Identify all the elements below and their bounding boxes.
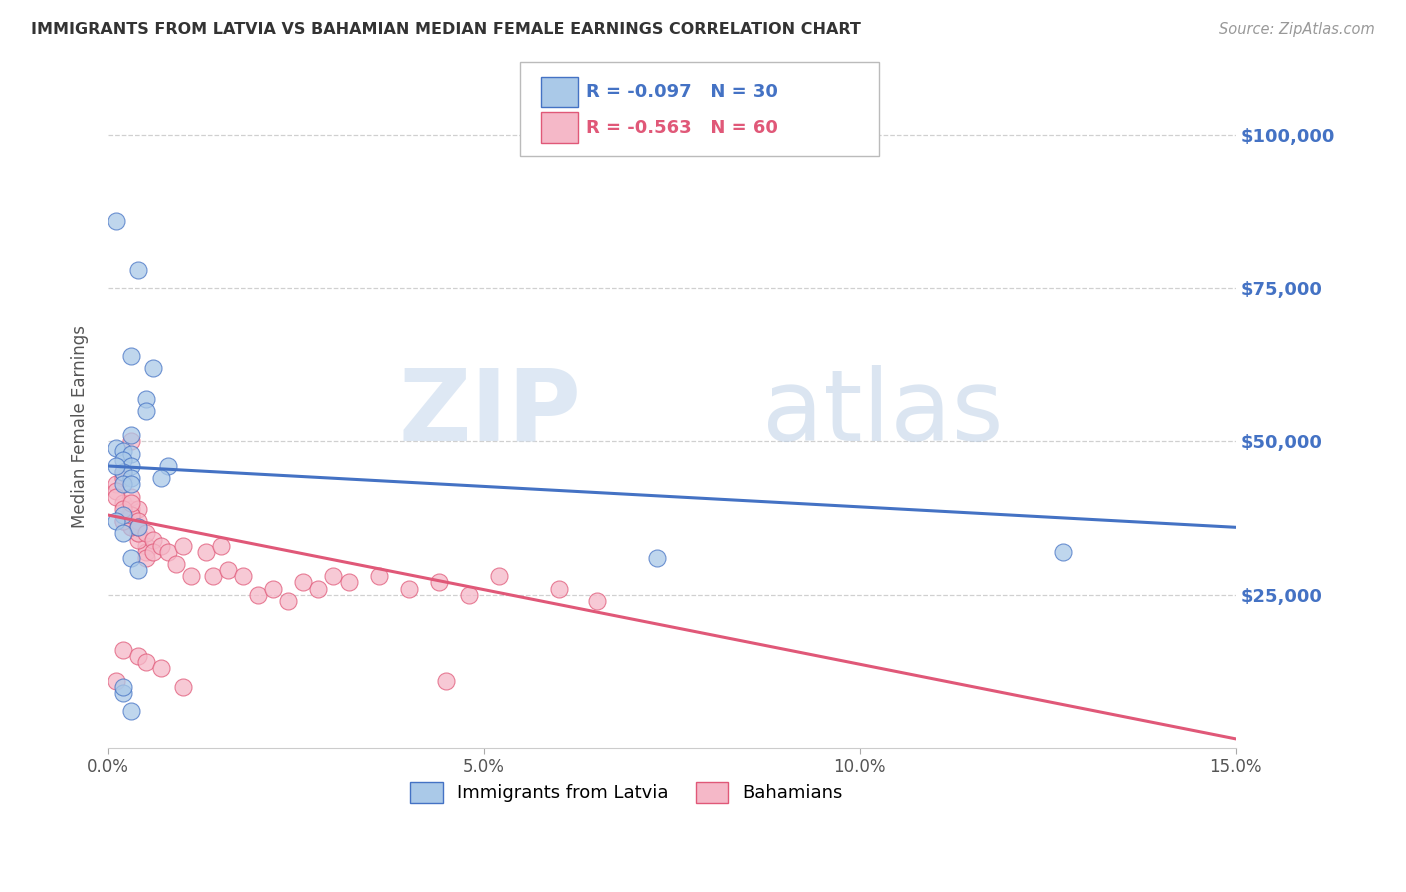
Point xyxy=(434,673,457,688)
Point xyxy=(120,490,142,504)
Point xyxy=(120,428,142,442)
Point xyxy=(104,213,127,227)
Point xyxy=(398,582,420,596)
Point xyxy=(277,594,299,608)
Point xyxy=(149,471,172,485)
Text: IMMIGRANTS FROM LATVIA VS BAHAMIAN MEDIAN FEMALE EARNINGS CORRELATION CHART: IMMIGRANTS FROM LATVIA VS BAHAMIAN MEDIA… xyxy=(31,22,860,37)
Point xyxy=(127,514,149,528)
Point xyxy=(120,520,142,534)
Point xyxy=(120,704,142,718)
Point xyxy=(111,453,134,467)
Point xyxy=(135,545,157,559)
Point xyxy=(308,582,330,596)
Point xyxy=(127,526,149,541)
Text: R = -0.563   N = 60: R = -0.563 N = 60 xyxy=(586,119,778,136)
Point xyxy=(104,483,127,498)
Point xyxy=(111,477,134,491)
Point xyxy=(111,514,134,528)
Point xyxy=(104,458,127,473)
Point xyxy=(104,477,127,491)
Point xyxy=(322,569,344,583)
Point xyxy=(217,563,239,577)
Point xyxy=(488,569,510,583)
Point xyxy=(135,392,157,406)
Point xyxy=(127,520,149,534)
Point xyxy=(111,508,134,522)
Point xyxy=(120,471,142,485)
Point xyxy=(247,588,270,602)
Point xyxy=(127,526,149,541)
Point xyxy=(120,508,142,522)
Point xyxy=(120,477,142,491)
Point xyxy=(111,514,134,528)
Point xyxy=(1052,545,1074,559)
Point xyxy=(127,648,149,663)
Point xyxy=(127,502,149,516)
Point xyxy=(104,490,127,504)
Text: ZIP: ZIP xyxy=(399,365,582,462)
Point xyxy=(157,545,180,559)
Point xyxy=(120,447,142,461)
Point xyxy=(104,514,127,528)
Point xyxy=(120,496,142,510)
Point xyxy=(548,582,571,596)
Point xyxy=(120,434,142,449)
Point xyxy=(111,465,134,479)
Point xyxy=(127,262,149,277)
Legend: Immigrants from Latvia, Bahamians: Immigrants from Latvia, Bahamians xyxy=(404,774,851,810)
Point xyxy=(457,588,479,602)
Point xyxy=(157,458,180,473)
Point xyxy=(127,563,149,577)
Point xyxy=(149,539,172,553)
Point xyxy=(645,551,668,566)
Point xyxy=(262,582,284,596)
Point xyxy=(111,496,134,510)
Point xyxy=(149,661,172,675)
Point xyxy=(172,539,194,553)
Point xyxy=(104,673,127,688)
Point xyxy=(232,569,254,583)
Point xyxy=(209,539,232,553)
Point xyxy=(135,551,157,566)
Point xyxy=(127,520,149,534)
Text: Source: ZipAtlas.com: Source: ZipAtlas.com xyxy=(1219,22,1375,37)
Point xyxy=(111,680,134,694)
Point xyxy=(111,643,134,657)
Point xyxy=(427,575,450,590)
Point xyxy=(111,686,134,700)
Point xyxy=(135,404,157,418)
Point xyxy=(120,520,142,534)
Point xyxy=(135,539,157,553)
Point xyxy=(120,458,142,473)
Point xyxy=(585,594,607,608)
Point xyxy=(120,349,142,363)
Point xyxy=(111,471,134,485)
Y-axis label: Median Female Earnings: Median Female Earnings xyxy=(72,325,89,527)
Point xyxy=(111,526,134,541)
Point xyxy=(337,575,360,590)
Point xyxy=(165,557,187,571)
Point xyxy=(120,502,142,516)
Point xyxy=(292,575,315,590)
Point xyxy=(127,533,149,547)
Point xyxy=(120,508,142,522)
Text: atlas: atlas xyxy=(762,365,1004,462)
Text: R = -0.097   N = 30: R = -0.097 N = 30 xyxy=(586,83,778,101)
Point xyxy=(202,569,225,583)
Point xyxy=(111,465,134,479)
Point xyxy=(172,680,194,694)
Point xyxy=(135,526,157,541)
Point xyxy=(142,360,165,375)
Point xyxy=(142,533,165,547)
Point xyxy=(104,441,127,455)
Point xyxy=(194,545,217,559)
Point xyxy=(135,655,157,669)
Point xyxy=(111,502,134,516)
Point xyxy=(120,551,142,566)
Point xyxy=(142,545,165,559)
Point xyxy=(111,443,134,458)
Point xyxy=(180,569,202,583)
Point xyxy=(367,569,389,583)
